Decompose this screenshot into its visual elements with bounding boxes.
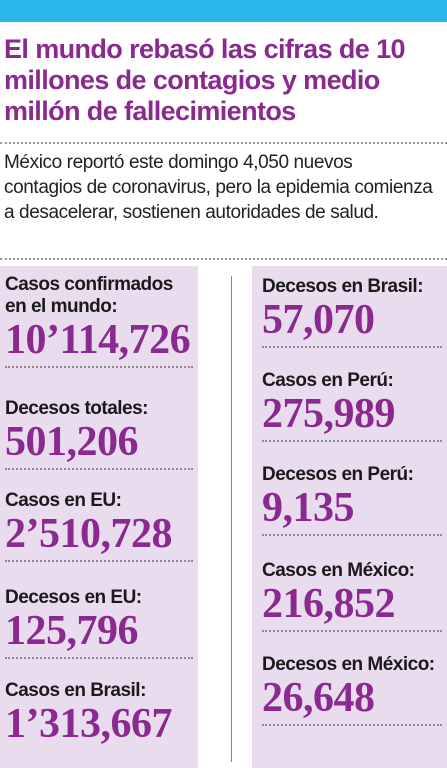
stat-value: 1’313,667	[5, 701, 173, 747]
stat-us-deaths: Decesos en EU: 125,796	[5, 587, 193, 659]
stats-panel-right	[252, 266, 447, 768]
stat-value: 57,070	[262, 297, 375, 343]
stat-value: 125,796	[5, 608, 139, 654]
stat-peru-cases: Casos en Perú: 275,989	[262, 370, 442, 442]
stat-peru-deaths: Decesos en Perú: 9,135	[262, 464, 442, 536]
column-divider	[231, 276, 232, 762]
stat-value: 275,989	[262, 391, 396, 437]
stat-label: Decesos en EU:	[5, 587, 142, 608]
stat-separator	[262, 724, 442, 726]
stats-panel-left	[0, 266, 198, 768]
stat-value: 2’510,728	[5, 511, 173, 557]
stat-separator	[262, 346, 442, 348]
stat-label: Casos confirmados en el mundo:	[5, 274, 173, 317]
divider-dotted-top	[0, 142, 447, 144]
stat-value: 501,206	[5, 419, 139, 465]
stat-label: Decesos en Perú:	[262, 464, 414, 485]
stat-separator	[5, 657, 193, 659]
stat-label: Casos en Perú:	[262, 370, 394, 391]
stat-label: Decesos en Brasil:	[262, 276, 424, 297]
stat-label: Casos en EU:	[5, 490, 122, 511]
stat-separator	[262, 440, 442, 442]
stat-mexico-deaths: Decesos en México: 26,648	[262, 654, 442, 726]
stat-value: 9,135	[262, 485, 355, 531]
stat-label: Casos en Brasil:	[5, 680, 146, 701]
stat-total-deaths: Decesos totales: 501,206	[5, 398, 193, 470]
stat-brazil-cases: Casos en Brasil: 1’313,667	[5, 680, 193, 746]
stat-mexico-cases: Casos en México: 216,852	[262, 560, 442, 632]
stat-separator	[262, 630, 442, 632]
article-dek: México reportó este domingo 4,050 nuevos…	[4, 152, 433, 223]
stat-label: Casos en México:	[262, 560, 415, 581]
top-color-bar	[0, 0, 447, 22]
stat-separator	[5, 468, 193, 470]
stat-separator	[262, 534, 442, 536]
stat-label: Decesos totales:	[5, 398, 149, 419]
stat-value: 216,852	[262, 581, 396, 627]
headline: El mundo rebasó las cifras de 10 millone…	[4, 34, 406, 126]
stat-us-cases: Casos en EU: 2’510,728	[5, 490, 193, 562]
stat-label: Decesos en México:	[262, 654, 435, 675]
stat-world-cases: Casos confirmados en el mundo: 10’114,72…	[5, 274, 193, 368]
stat-value: 26,648	[262, 675, 375, 721]
divider-dotted-dek	[0, 258, 447, 260]
stat-separator	[5, 366, 193, 368]
stat-value: 10’114,726	[5, 317, 191, 363]
stat-separator	[5, 560, 193, 562]
stat-brazil-deaths: Decesos en Brasil: 57,070	[262, 276, 442, 348]
